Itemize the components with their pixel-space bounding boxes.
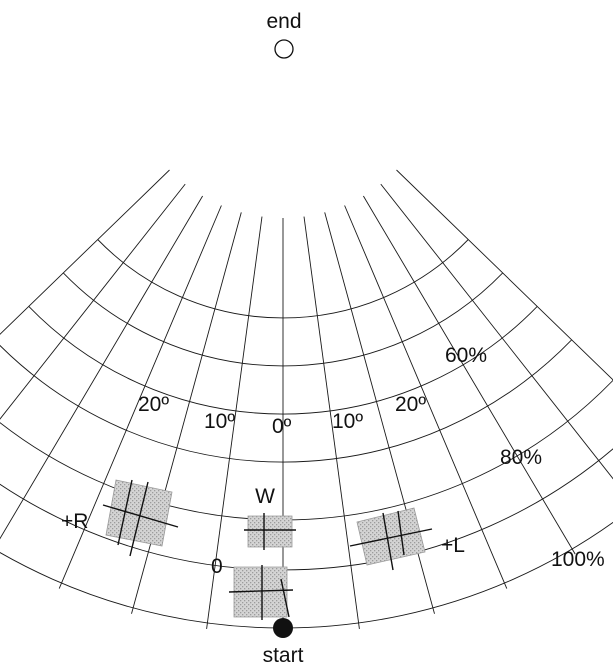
distance-arc-6 [0, 415, 613, 570]
distance-label-80: 80% [500, 446, 542, 469]
angle-rays [0, 170, 613, 634]
angle-ray-1 [0, 170, 170, 460]
angle-label-center-0: 0º [272, 415, 292, 438]
distance-label-60: 60% [445, 344, 487, 367]
target-patch-r [106, 480, 172, 546]
end-marker [275, 40, 293, 58]
angle-ray-2 [0, 184, 185, 511]
angle-label-left-10: 10º [204, 410, 235, 433]
angle-label-left-20: 20º [138, 393, 169, 416]
target-patch-w [248, 516, 292, 547]
target-label-l: +L [441, 534, 465, 557]
start-label: start [263, 644, 304, 664]
target-label-0: 0 [211, 555, 223, 578]
end-label: end [266, 10, 301, 33]
angle-label-right-10: 10º [332, 410, 363, 433]
angle-ray-12 [381, 184, 613, 511]
distance-arc-7 [0, 455, 613, 628]
angle-ray-3 [0, 196, 203, 554]
distance-label-100: 100% [551, 548, 605, 571]
angle-label-right-20: 20º [395, 393, 426, 416]
start-marker [273, 618, 293, 638]
angle-ray-13 [397, 170, 613, 460]
distance-arcs [0, 240, 613, 629]
target-label-r: +R [61, 510, 88, 533]
target-label-w: W [255, 485, 275, 508]
